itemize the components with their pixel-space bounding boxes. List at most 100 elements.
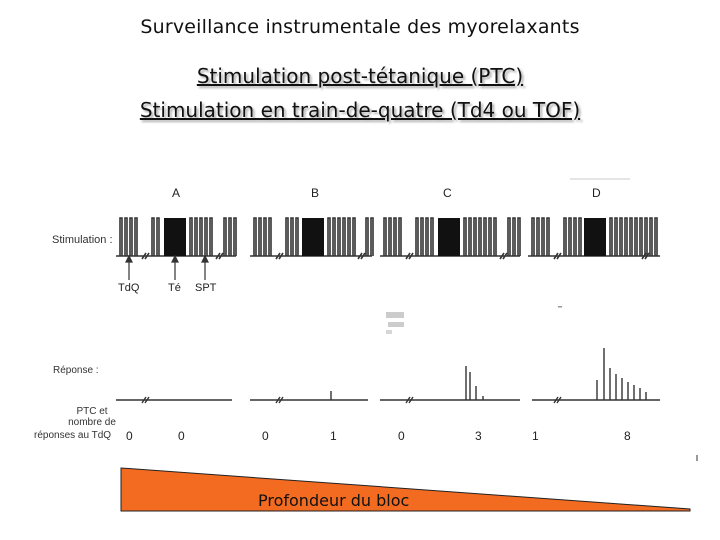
count-a-right: 0 [178, 429, 185, 443]
response-traces [116, 348, 660, 404]
stim-pulse [119, 217, 123, 256]
stim-pulse [654, 217, 658, 256]
stim-pulse [124, 217, 128, 256]
stim-pulse [199, 217, 203, 256]
stim-pulse [536, 217, 540, 256]
break-mark [553, 252, 562, 260]
stim-pulse [614, 217, 618, 256]
break-mark [141, 252, 150, 260]
stim-pulse [568, 217, 572, 256]
stim-pulse [388, 217, 392, 256]
stim-pulse [420, 217, 424, 256]
stim-pulse [194, 217, 198, 256]
stim-pulse [483, 217, 487, 256]
stim-pulse [619, 217, 623, 256]
count-c-left: 0 [398, 429, 405, 443]
break-mark [405, 252, 414, 260]
count-row-label: PTC et nombre de [62, 406, 122, 428]
stim-pulse [578, 217, 582, 256]
count-row-label-line1: PTC et [76, 406, 108, 417]
arrow-label-spt: SPT [195, 282, 217, 294]
stim-pulse [541, 217, 545, 256]
break-mark [641, 252, 650, 260]
stim-pulse [517, 217, 521, 256]
stim-pulse [352, 217, 356, 256]
stim-pulse [634, 217, 638, 256]
stim-pulse [398, 217, 402, 256]
count-b-left: 0 [262, 429, 269, 443]
break-mark [499, 252, 508, 260]
stim-pulse [507, 217, 511, 256]
depth-label: Profondeur du bloc [258, 491, 410, 510]
response-row-label: Réponse : [53, 365, 99, 376]
stim-pulse [189, 217, 193, 256]
stim-pulse [649, 217, 653, 256]
stim-pulse [204, 217, 208, 256]
stimulation-traces [116, 217, 660, 260]
stim-pulse [268, 217, 272, 256]
tetanic-block [164, 218, 186, 256]
stim-pulse [512, 217, 516, 256]
stim-pulse [134, 217, 138, 256]
count-c-right: 3 [475, 429, 482, 443]
stim-pulse [327, 217, 331, 256]
stim-pulse [478, 217, 482, 256]
stim-pulse [223, 217, 227, 256]
panel-label-c: C [443, 186, 452, 200]
tetanic-block [302, 218, 324, 256]
count-row-label-line3: réponses au TdQ [34, 430, 112, 441]
stim-pulse [563, 217, 567, 256]
break-mark [553, 396, 562, 404]
break-mark [275, 252, 284, 260]
stim-pulse [546, 217, 550, 256]
stim-pulse [425, 217, 429, 256]
stim-pulse [295, 217, 299, 256]
break-mark [275, 396, 284, 404]
count-b-right: 1 [330, 429, 337, 443]
stim-pulse [383, 217, 387, 256]
depth-wedge [120, 467, 691, 512]
stim-pulse [415, 217, 419, 256]
stim-pulse [337, 217, 341, 256]
stim-pulse [468, 217, 472, 256]
stim-pulse [258, 217, 262, 256]
stim-pulse [531, 217, 535, 256]
panel-label-d: D [592, 186, 601, 200]
stim-pulse [332, 217, 336, 256]
stim-pulse [370, 217, 374, 256]
stim-pulse [347, 217, 351, 256]
stim-pulse [342, 217, 346, 256]
arrow-label-tdq: TdQ [118, 282, 140, 294]
scan-artifacts [386, 178, 698, 461]
break-mark [141, 396, 150, 404]
stimulation-row-label: Stimulation : [52, 234, 113, 246]
stim-pulse [290, 217, 294, 256]
count-a-left: 0 [126, 429, 133, 443]
main-title: Surveillance instrumentale des myorelaxa… [140, 16, 580, 38]
stim-pulse [488, 217, 492, 256]
break-mark [405, 396, 414, 404]
count-d-right: 8 [624, 429, 631, 443]
break-mark [357, 252, 366, 260]
count-row-label-line2: nombre de [68, 417, 116, 428]
stim-pulse [263, 217, 267, 256]
stim-pulse [430, 217, 434, 256]
arrow-label-te: Té [168, 282, 181, 294]
stim-pulse [624, 217, 628, 256]
panel-label-b: B [311, 186, 320, 200]
stim-pulse [233, 217, 237, 256]
tetanic-block [438, 218, 460, 256]
stim-pulse [285, 217, 289, 256]
stim-pulse [365, 217, 369, 256]
stim-pulse [393, 217, 397, 256]
stim-pulse [639, 217, 643, 256]
stim-pulse [228, 217, 232, 256]
stim-pulse [151, 217, 155, 256]
stim-pulse [644, 217, 648, 256]
stim-pulse [156, 217, 160, 256]
count-d-left: 1 [532, 429, 539, 443]
stim-pulse [463, 217, 467, 256]
stim-pulse [609, 217, 613, 256]
stim-pulse [573, 217, 577, 256]
